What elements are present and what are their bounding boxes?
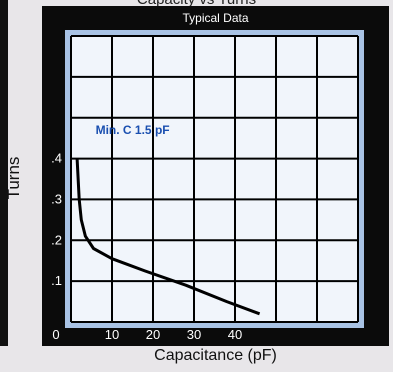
y-tick-label: .2: [51, 232, 62, 247]
chart-title: Typical Data: [182, 11, 249, 25]
x-tick-label: 30: [187, 327, 201, 342]
x-axis-label: Capacitance (pF): [154, 347, 277, 364]
series-line: [75, 158, 261, 316]
x-tick-label: 40: [228, 327, 242, 342]
y-tick-label: .1: [51, 273, 62, 288]
y-tick-label: .4: [51, 151, 62, 166]
chart-frame: Typical Data Min. C 1.5 pF 0 10 20 30 40 .1 .2.…: [42, 6, 389, 346]
x-tick-label: 0: [52, 327, 59, 342]
y-tick-label: .3: [51, 191, 62, 206]
plot-area: [71, 36, 358, 322]
x-tick-label: 10: [105, 327, 119, 342]
x-tick-label: 20: [146, 327, 160, 342]
chart-svg: Min. C 1.5 pF 0 10 20 30 40 .1 .2 .3 .4: [51, 30, 364, 342]
top-title: Capacity vs Turns: [0, 0, 393, 8]
adjacent-panel-edge: [0, 0, 8, 346]
y-axis-label: Turns: [4, 156, 23, 200]
annotation-label: Min. C 1.5 pF: [96, 123, 170, 137]
